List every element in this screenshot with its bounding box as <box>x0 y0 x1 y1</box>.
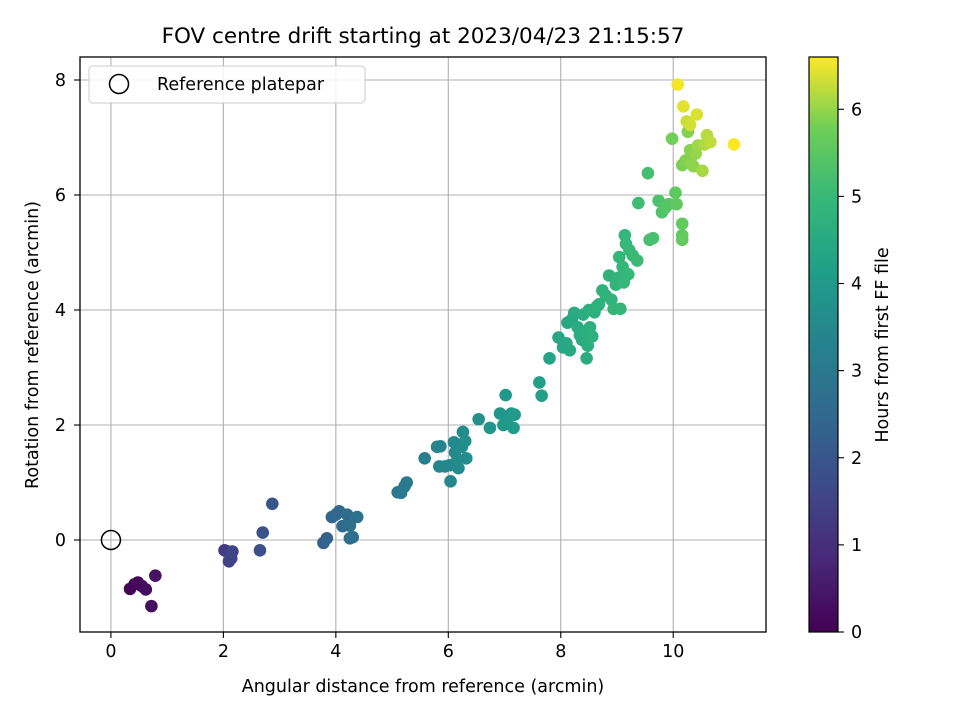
colorbar-tick-label: 3 <box>851 362 862 382</box>
scatter-point <box>452 461 465 475</box>
y-axis-label: Rotation from reference (arcmin) <box>23 201 43 489</box>
legend-box <box>88 65 366 104</box>
scatter-point <box>670 197 683 211</box>
y-tick-label: 8 <box>55 71 66 91</box>
legend-marker-icon <box>108 73 130 95</box>
scatter-point <box>614 302 627 316</box>
colorbar-tick-label: 5 <box>851 187 862 207</box>
scatter-point <box>458 434 472 448</box>
scatter-point <box>350 510 364 524</box>
y-tick-label: 0 <box>55 531 66 551</box>
y-axis-ticks: 0 2 4 6 8 <box>55 71 80 551</box>
x-tick-label: 0 <box>105 642 116 662</box>
chart-title: FOV centre drift starting at 2023/04/23 … <box>162 24 685 49</box>
scatter-point <box>727 138 741 151</box>
x-tick-label: 2 <box>218 642 229 662</box>
y-tick-label: 6 <box>55 186 66 206</box>
colorbar-tick-label: 4 <box>851 275 862 295</box>
colorbar: 0 1 2 3 4 5 6 Hours from first FF file <box>808 56 893 643</box>
scatter-point <box>641 166 655 180</box>
scatter-point <box>683 118 697 132</box>
scatter-point <box>320 531 334 545</box>
scatter-point <box>696 164 709 178</box>
y-tick-label: 2 <box>55 416 66 436</box>
scatter-point <box>145 599 158 613</box>
scatter-point <box>149 569 162 582</box>
scatter-point <box>507 421 520 435</box>
scatter-point <box>563 343 577 357</box>
scatter-points <box>123 78 741 613</box>
scatter-point <box>508 408 521 421</box>
scatter-point <box>704 135 717 149</box>
scatter-point <box>675 217 689 231</box>
scatter-point <box>266 497 279 511</box>
legend: Reference platepar <box>88 65 366 104</box>
x-axis-ticks: 0 2 4 6 8 10 <box>105 632 684 662</box>
scatter-point <box>630 254 644 267</box>
plot-frame <box>79 56 767 633</box>
scatter-point <box>459 452 473 465</box>
scatter-point <box>646 231 660 245</box>
scatter-point <box>592 297 606 311</box>
x-tick-label: 10 <box>662 642 684 662</box>
x-tick-label: 4 <box>330 642 341 662</box>
scatter-point <box>580 352 593 365</box>
scatter-point <box>621 268 635 281</box>
scatter-point <box>632 196 645 210</box>
scatter-point <box>226 545 239 558</box>
scatter-point <box>434 439 447 453</box>
scatter-point <box>472 412 485 426</box>
scatter-point <box>533 376 546 389</box>
colorbar-label: Hours from first FF file <box>873 247 893 442</box>
scatter-point <box>585 330 599 343</box>
colorbar-tick-label: 6 <box>851 100 862 120</box>
reference-platepar-marker <box>100 529 122 551</box>
scatter-point <box>671 78 685 91</box>
x-tick-label: 8 <box>555 642 566 662</box>
scatter-point <box>343 519 357 532</box>
scatter-point <box>675 233 689 247</box>
colorbar-tick-label: 2 <box>851 449 862 469</box>
scatter-point <box>256 526 270 539</box>
scatter-point <box>665 132 679 145</box>
scatter-point <box>543 352 556 365</box>
legend-label: Reference platepar <box>157 75 325 95</box>
colorbar-gradient <box>808 56 839 633</box>
scatter-point <box>139 583 153 596</box>
colorbar-tick-label: 0 <box>851 623 862 643</box>
scatter-point <box>669 186 682 199</box>
scatter-point <box>483 421 497 435</box>
scatter-point <box>444 475 457 488</box>
scatter-point <box>400 476 413 489</box>
scatter-point <box>340 508 354 521</box>
scatter-point <box>346 530 360 544</box>
scatter-point <box>418 452 431 465</box>
scatter-point <box>253 544 267 557</box>
grid-lines <box>80 57 766 632</box>
colorbar-tick-label: 1 <box>851 536 862 556</box>
y-tick-label: 4 <box>55 301 66 321</box>
scatter-point <box>535 389 548 402</box>
scatter-point <box>612 250 626 264</box>
scatter-point <box>677 100 690 113</box>
colorbar-ticks: 0 1 2 3 4 5 6 <box>838 100 862 643</box>
scatter-point <box>499 388 512 402</box>
x-tick-label: 6 <box>443 642 454 662</box>
scatter-point <box>690 108 704 121</box>
x-axis-label: Angular distance from reference (arcmin) <box>242 677 605 697</box>
